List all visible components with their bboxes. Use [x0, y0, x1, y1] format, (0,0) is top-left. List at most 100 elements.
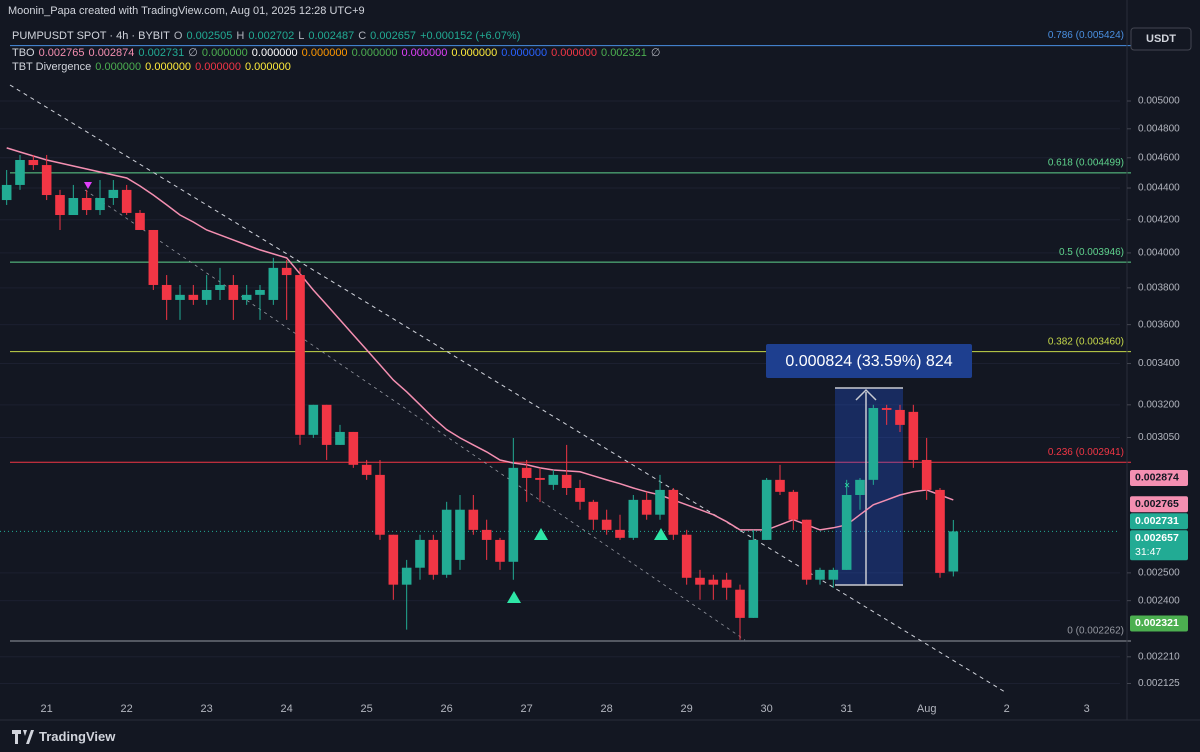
candle-body [95, 198, 105, 211]
candle-body [441, 509, 452, 575]
indicator-value: 0.000000 [95, 61, 142, 73]
y-tick-label: 0.003400 [1138, 358, 1180, 369]
candle-body [601, 519, 612, 530]
y-tick-label: 0.002210 [1138, 651, 1180, 662]
x-tick-label: 26 [441, 703, 453, 715]
currency[interactable]: USDT [1146, 33, 1176, 45]
price-tag-label: 0.002321 [1135, 617, 1179, 629]
ohlc-letter: H [236, 30, 245, 42]
candle-body [468, 509, 479, 530]
indicator-value: ∅ [188, 47, 198, 59]
brand-logo [12, 729, 34, 744]
ohlc-letter: L [298, 30, 305, 42]
indicator-legend: TBO 0.002765 0.002874 0.002731 ∅ 0.000000 0.00… [12, 46, 661, 60]
x-tick-label: 29 [681, 703, 693, 715]
candle-body [148, 229, 159, 285]
fib-label: 0 (0.002262) [1067, 626, 1124, 637]
signal-cross: × [844, 481, 850, 492]
candle-body [735, 589, 745, 618]
y-tick-label: 0.004800 [1138, 123, 1180, 134]
candle-body [628, 499, 639, 538]
candle-body [55, 195, 65, 216]
candle-body [335, 431, 345, 445]
x-tick-label: 31 [841, 703, 853, 715]
fib-label: 0.5 (0.003946) [1059, 247, 1124, 258]
x-tick-label: 27 [521, 703, 533, 715]
candle-body [761, 479, 772, 540]
candle-body [921, 459, 932, 490]
candle-body [948, 531, 959, 572]
x-tick-label: 28 [601, 703, 613, 715]
y-tick-label: 0.004200 [1138, 214, 1180, 225]
candle-body [188, 294, 199, 300]
candle-body [215, 284, 225, 290]
candle-body [535, 477, 545, 480]
candle-body [161, 284, 172, 300]
measure-label: 0.000824 (33.59%) 824 [785, 353, 952, 370]
candle-body [121, 189, 132, 213]
trendline [9, 84, 1006, 693]
candle-body [428, 539, 439, 575]
candle-body [508, 467, 519, 562]
credit: Moonin_Papa created with TradingView.com… [8, 5, 365, 17]
candle-body [1, 184, 12, 201]
brand-name: TradingView [39, 729, 116, 744]
x-tick-label: 2 [1004, 703, 1010, 715]
indicator-value: 0.000000 [351, 46, 398, 59]
countdown: 31:47 [1135, 546, 1161, 558]
y-tick-label: 0.003600 [1138, 319, 1180, 330]
ohlc-value: 0.002657 [370, 30, 417, 42]
candle-body [41, 165, 52, 196]
indicator-name: TBT Divergence [12, 61, 92, 73]
candle-body [281, 267, 292, 276]
candle-body [135, 212, 145, 230]
price-tag-label: 0.002874 [1135, 472, 1179, 484]
candle-body [588, 501, 599, 520]
price-tag-label: 0.002731 [1135, 515, 1179, 527]
candle-body [108, 189, 119, 199]
ohlc-value: 0.002505 [186, 30, 233, 42]
candle-body [895, 409, 905, 425]
price-tags: 0.002874 0.002765 0.002731 0.002657 31:47 0.0… [1130, 469, 1188, 632]
candle-body [361, 464, 372, 475]
indicator-value: 0.000000 [501, 46, 548, 59]
x-tick-label: 22 [121, 703, 133, 715]
candle-body [455, 509, 465, 560]
y-tick-label: 0.004600 [1138, 152, 1180, 163]
x-tick-label: 23 [201, 703, 213, 715]
x-tick-label: 21 [41, 703, 53, 715]
indicator-value: 0.000000 [301, 46, 348, 59]
candle-body [575, 487, 585, 502]
candle-body [321, 404, 332, 445]
indicator-value: 0.000000 [451, 46, 498, 59]
candle-body [401, 567, 412, 585]
fib-label: 0.618 (0.004499) [1048, 158, 1124, 169]
indicator-value: 0.000000 [201, 46, 248, 59]
candle-body [228, 284, 239, 300]
currency-button[interactable] [1130, 27, 1192, 51]
candle-body [708, 579, 719, 585]
candle-body [481, 529, 492, 540]
signal-up [507, 591, 521, 603]
candle-body [388, 534, 399, 585]
candles [1, 147, 959, 640]
x-tick-label: 25 [361, 703, 373, 715]
indicator-value: 0.002874 [88, 46, 135, 59]
fib-label: 0.786 (0.005424) [1048, 30, 1124, 41]
measure-arrowhead [855, 388, 877, 401]
candle-body [241, 294, 252, 300]
candle-body [15, 159, 25, 185]
ohlc-value: 0.002487 [308, 30, 355, 42]
signals: × [84, 182, 850, 603]
indicator-value: ∅ [650, 47, 661, 59]
ohlc-letter: C [358, 30, 367, 42]
indicator-value: 0.000000 [551, 46, 598, 59]
candle-body [561, 474, 572, 488]
candle-body [201, 289, 212, 300]
candle-body [775, 479, 785, 492]
x-tick-label: 24 [281, 703, 293, 715]
candle-body [681, 534, 692, 578]
candle-body [295, 275, 305, 435]
symbol-legend: PUMPUSDT SPOT · 4h · BYBIT O 0.002505 H 0.00… [12, 30, 520, 42]
